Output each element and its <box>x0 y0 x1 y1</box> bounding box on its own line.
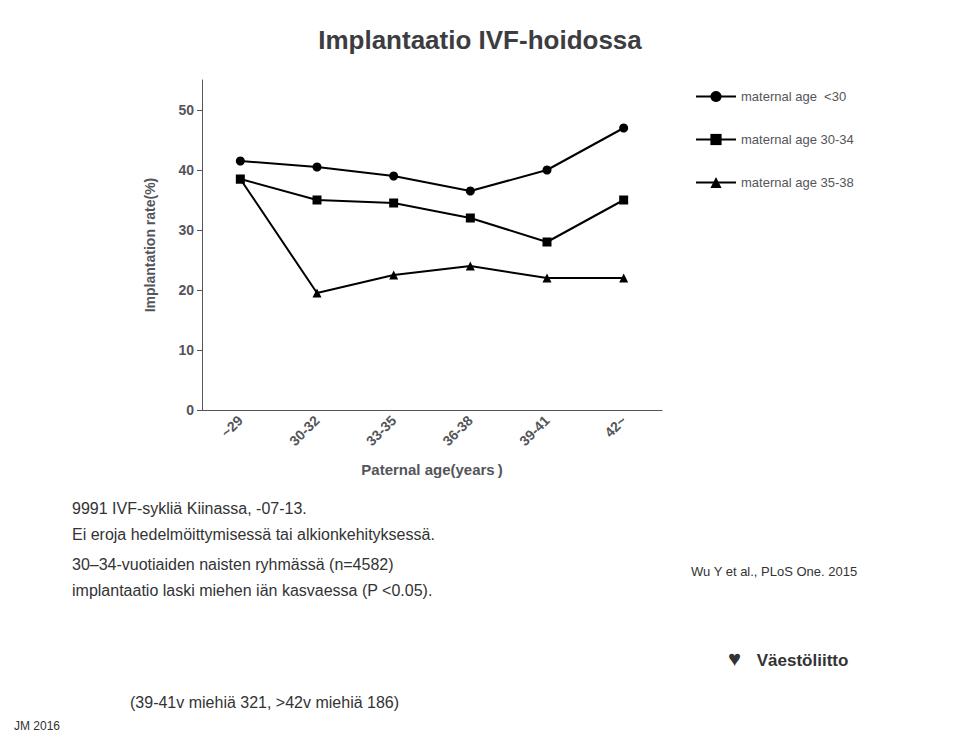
svg-text:maternal age 30-34: maternal age 30-34 <box>741 132 854 147</box>
svg-text:10: 10 <box>178 342 194 358</box>
svg-text:30–34-vuotiaiden naisten ryhmä: 30–34-vuotiaiden naisten ryhmässä (n=458… <box>72 556 394 573</box>
svg-text:Ei eroja hedelmöittymisessä ta: Ei eroja hedelmöittymisessä tai alkionke… <box>72 526 435 543</box>
svg-text:~29: ~29 <box>218 412 246 440</box>
svg-text:0: 0 <box>186 402 194 418</box>
svg-text:42~: 42~ <box>601 412 629 440</box>
svg-text:Paternal age(years ): Paternal age(years ) <box>361 461 502 478</box>
svg-text:30-32: 30-32 <box>286 412 323 449</box>
svg-text:♥: ♥ <box>728 646 741 671</box>
svg-text:40: 40 <box>178 162 194 178</box>
svg-text:36-38: 36-38 <box>439 412 476 449</box>
svg-text:maternal age 35-38: maternal age 35-38 <box>741 175 854 190</box>
svg-text:33-35: 33-35 <box>363 412 400 449</box>
svg-text:9991 IVF-sykliä Kiinassa, -07-: 9991 IVF-sykliä Kiinassa, -07-13. <box>72 500 307 517</box>
svg-text:(39-41v miehiä 321, >42v miehi: (39-41v miehiä 321, >42v miehiä 186) <box>130 694 399 711</box>
svg-text:Implantation rate(%): Implantation rate(%) <box>142 178 158 313</box>
svg-text:JM 2016: JM 2016 <box>14 719 60 733</box>
svg-text:Wu Y et al., PLoS One. 2015: Wu Y et al., PLoS One. 2015 <box>691 564 857 579</box>
svg-text:30: 30 <box>178 222 194 238</box>
svg-text:maternal age <30: maternal age <30 <box>741 89 846 104</box>
svg-text:20: 20 <box>178 282 194 298</box>
svg-text:implantaatio laski miehen iän: implantaatio laski miehen iän kasvaessa … <box>72 582 432 599</box>
svg-text:Väestöliitto: Väestöliitto <box>752 651 848 670</box>
svg-text:39-41: 39-41 <box>516 412 553 449</box>
svg-text:Implantaatio IVF-hoidossa: Implantaatio IVF-hoidossa <box>318 25 642 55</box>
svg-text:50: 50 <box>178 102 194 118</box>
